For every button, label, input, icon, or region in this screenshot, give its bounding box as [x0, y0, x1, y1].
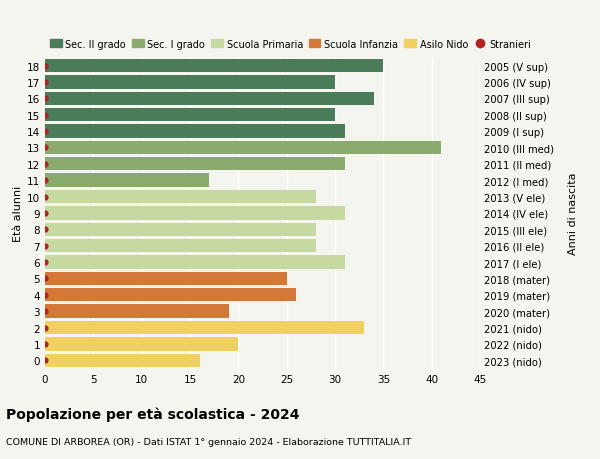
- Bar: [45, 92, 374, 106]
- Bar: [45, 60, 383, 73]
- Bar: [45, 337, 238, 351]
- Bar: [45, 288, 296, 302]
- Bar: [45, 240, 316, 253]
- Bar: [45, 109, 335, 122]
- Bar: [45, 158, 344, 171]
- Bar: [45, 174, 209, 187]
- Text: COMUNE DI ARBOREA (OR) - Dati ISTAT 1° gennaio 2024 - Elaborazione TUTTITALIA.IT: COMUNE DI ARBOREA (OR) - Dati ISTAT 1° g…: [6, 437, 411, 446]
- Bar: [45, 190, 316, 204]
- Y-axis label: Età alunni: Età alunni: [13, 185, 23, 241]
- Text: Popolazione per età scolastica - 2024: Popolazione per età scolastica - 2024: [6, 406, 299, 421]
- Bar: [45, 141, 442, 155]
- Legend: Sec. II grado, Sec. I grado, Scuola Primaria, Scuola Infanzia, Asilo Nido, Stran: Sec. II grado, Sec. I grado, Scuola Prim…: [50, 39, 531, 50]
- Bar: [45, 272, 287, 285]
- Bar: [45, 207, 344, 220]
- Bar: [45, 125, 344, 139]
- Bar: [45, 76, 335, 90]
- Y-axis label: Anni di nascita: Anni di nascita: [568, 172, 578, 255]
- Bar: [45, 223, 316, 236]
- Bar: [45, 305, 229, 318]
- Bar: [45, 321, 364, 335]
- Bar: [45, 256, 344, 269]
- Bar: [45, 354, 200, 367]
